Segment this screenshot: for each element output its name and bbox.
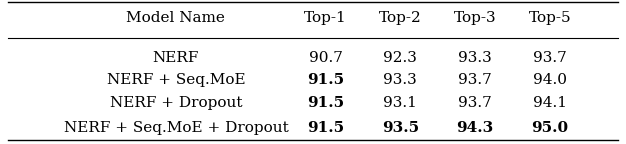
Text: 90.7: 90.7 [309,51,342,65]
Text: 93.7: 93.7 [533,51,567,65]
Text: 95.0: 95.0 [531,122,568,136]
Text: NERF: NERF [153,51,199,65]
Text: 91.5: 91.5 [307,122,344,136]
Text: 91.5: 91.5 [307,96,344,110]
Text: 91.5: 91.5 [307,73,344,87]
Text: 93.7: 93.7 [458,73,492,87]
Text: 93.7: 93.7 [458,96,492,110]
Text: NERF + Seq.MoE + Dropout: NERF + Seq.MoE + Dropout [63,122,288,136]
Text: 94.0: 94.0 [533,73,567,87]
Text: Top-2: Top-2 [379,11,422,25]
Text: 94.3: 94.3 [456,122,494,136]
Text: 93.3: 93.3 [458,51,492,65]
Text: Model Name: Model Name [126,11,225,25]
Text: NERF + Dropout: NERF + Dropout [110,96,242,110]
Text: 93.1: 93.1 [383,96,417,110]
Text: Top-5: Top-5 [528,11,571,25]
Text: NERF + Seq.MoE: NERF + Seq.MoE [106,73,245,87]
Text: Top-3: Top-3 [454,11,496,25]
Text: Top-1: Top-1 [304,11,347,25]
Text: 94.1: 94.1 [533,96,567,110]
Text: 93.5: 93.5 [382,122,419,136]
Text: 92.3: 92.3 [383,51,417,65]
Text: 93.3: 93.3 [383,73,417,87]
